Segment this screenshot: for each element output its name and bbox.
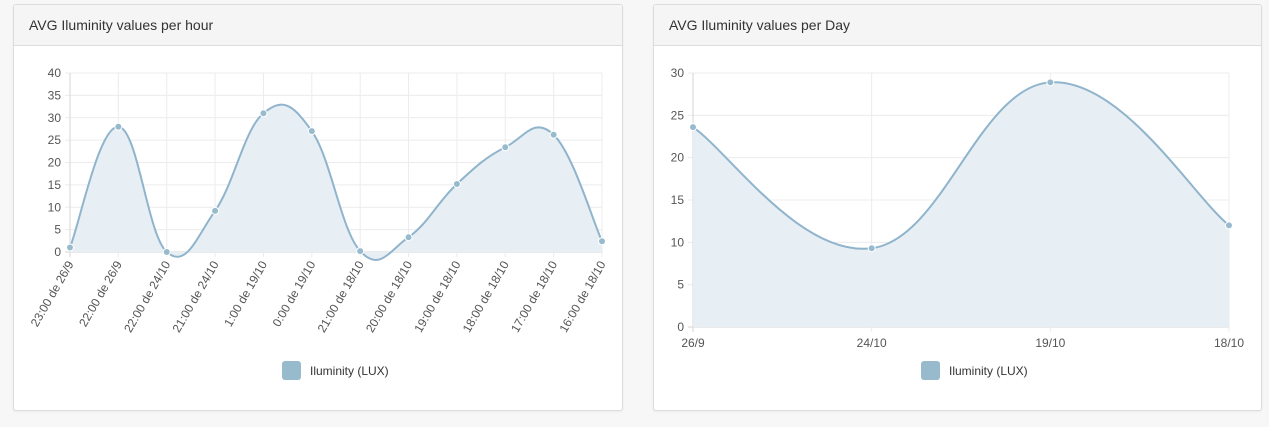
- daily-line-chart: 0 5 10 15 20 25 30 26/9 24/10 19/10 18/10 Iluminity…: [671, 66, 1244, 380]
- x-tick-label: 21:00 de 18/10: [315, 258, 367, 335]
- legend-label: Iluminity (LUX): [310, 364, 389, 378]
- data-point[interactable]: [598, 237, 606, 246]
- x-tick-label: 21:00 de 24/10: [170, 258, 222, 335]
- data-point[interactable]: [114, 122, 123, 131]
- data-point[interactable]: [549, 130, 558, 139]
- y-tick-label: 20: [671, 151, 685, 165]
- x-tick-label: 19:00 de 18/10: [411, 258, 463, 335]
- x-tick-label: 22:00 de 26/9: [76, 258, 125, 329]
- y-tick-label: 25: [671, 108, 685, 122]
- y-tick-label: 20: [48, 156, 62, 170]
- legend-swatch: [282, 361, 301, 380]
- x-tick-label: 23:00 de 26/9: [28, 258, 77, 329]
- x-tick-label: 19/10: [1035, 336, 1065, 350]
- data-point[interactable]: [452, 179, 461, 188]
- legend-swatch: [921, 361, 940, 380]
- y-tick-label: 40: [48, 66, 62, 80]
- x-tick-label: 26/9: [681, 336, 705, 350]
- y-tick-label: 10: [48, 200, 62, 214]
- panel-title-hourly: AVG Iluminity values per hour: [14, 5, 622, 46]
- data-point[interactable]: [162, 248, 171, 256]
- y-tick-label: 30: [671, 66, 685, 80]
- x-tick-label: 24/10: [857, 336, 887, 350]
- data-point[interactable]: [689, 123, 697, 132]
- data-point[interactable]: [307, 127, 316, 136]
- data-point[interactable]: [1225, 221, 1233, 230]
- y-tick-label: 25: [48, 133, 62, 147]
- data-point[interactable]: [1046, 78, 1055, 87]
- data-point[interactable]: [867, 244, 876, 253]
- data-point[interactable]: [66, 243, 74, 252]
- data-point[interactable]: [259, 109, 268, 118]
- y-tick-label: 0: [54, 245, 61, 259]
- series-line: [692, 81, 1230, 250]
- chart-panel-hourly: AVG Iluminity values per hour 0 5 10 15 20 25…: [13, 4, 623, 411]
- series-area-fill: [70, 104, 602, 261]
- y-tick-label: 15: [48, 178, 62, 192]
- x-tick-label: 1:00 de 19/10: [221, 258, 270, 329]
- y-tick-label: 15: [671, 193, 685, 207]
- y-tick-label: 0: [677, 320, 684, 334]
- panel-title-daily: AVG Iluminity values per Day: [654, 5, 1261, 46]
- data-point[interactable]: [211, 206, 220, 215]
- legend-label: Iluminity (LUX): [949, 364, 1028, 378]
- y-tick-label: 5: [54, 223, 61, 237]
- hourly-line-chart: 0 5 10 15 20 25 30 35 40 23:00 de 26/9 22:00 de 26…: [28, 66, 609, 380]
- x-tick-label: 18/10: [1214, 336, 1244, 350]
- data-point[interactable]: [501, 143, 510, 152]
- x-tick-label: 16:00 de 18/10: [556, 258, 608, 335]
- y-tick-label: 30: [48, 111, 62, 125]
- series-area-fill: [693, 82, 1229, 327]
- y-tick-label: 35: [48, 88, 62, 102]
- x-tick-label: 20:00 de 18/10: [363, 258, 415, 335]
- x-tick-label: 17:00 de 18/10: [508, 258, 560, 335]
- x-tick-label: 0:00 de 19/10: [270, 258, 319, 329]
- data-point[interactable]: [404, 233, 413, 242]
- x-tick-label: 22:00 de 24/10: [121, 258, 173, 335]
- x-tick-label: 18:00 de 18/10: [460, 258, 512, 335]
- data-point[interactable]: [356, 247, 365, 256]
- y-tick-label: 5: [677, 278, 684, 292]
- chart-panel-daily: AVG Iluminity values per Day 0 5 10 15 20 25 3…: [653, 4, 1262, 411]
- y-tick-label: 10: [671, 235, 685, 249]
